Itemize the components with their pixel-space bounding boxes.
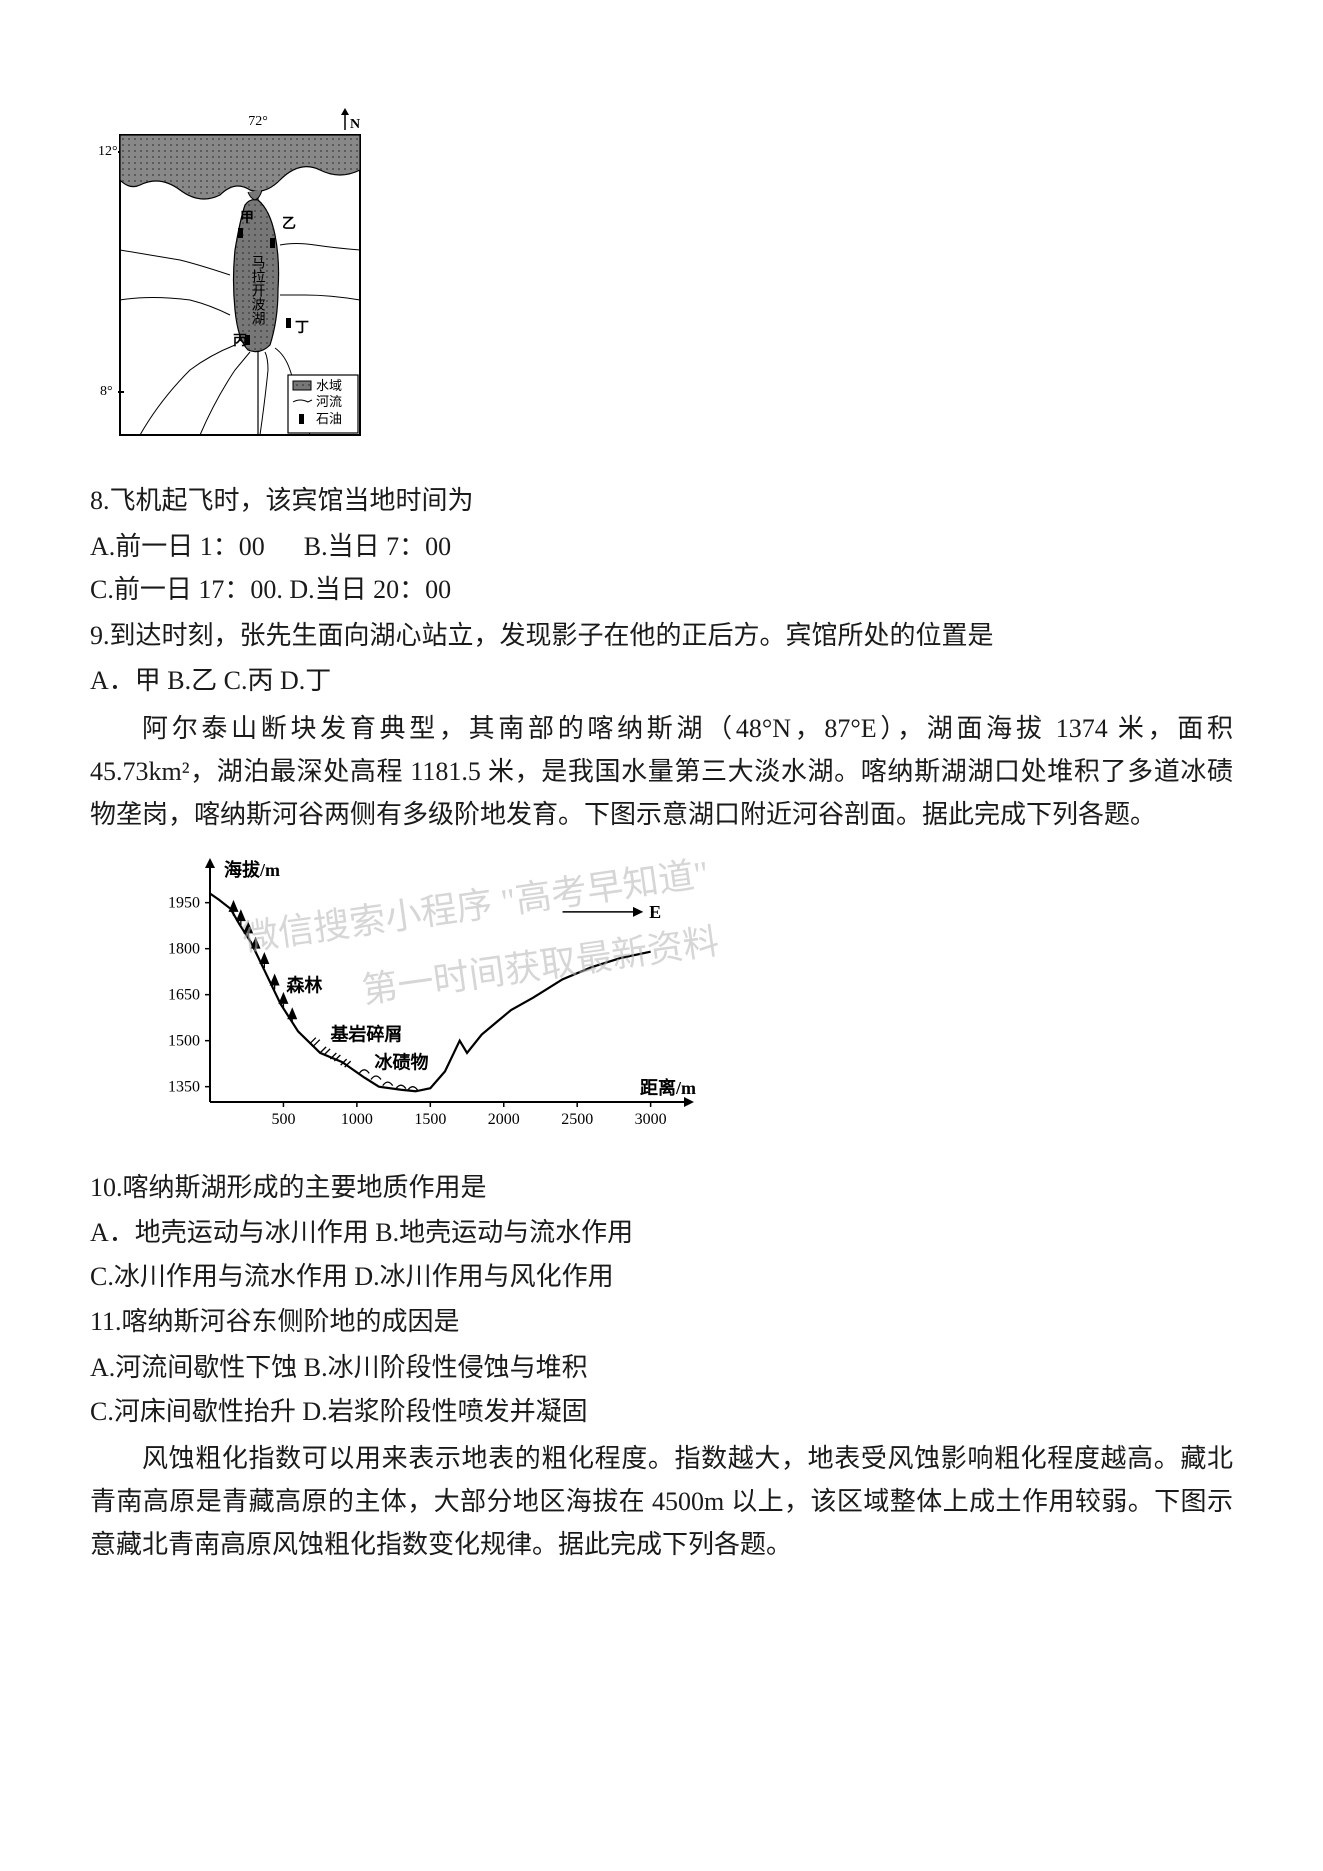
lat-top-label: 12° <box>98 144 118 159</box>
svg-text:1650: 1650 <box>168 986 200 1003</box>
passage1: 阿尔泰山断块发育典型，其南部的喀纳斯湖（48°N，87°E），湖面海拔 1374… <box>90 708 1233 837</box>
svg-text:500: 500 <box>271 1111 295 1128</box>
svg-text:海拔/m: 海拔/m <box>224 859 280 880</box>
q9-stem: 9.到达时刻，张先生面向湖心站立，发现影子在他的正后方。宾馆所处的位置是 <box>90 615 1233 657</box>
svg-text:1500: 1500 <box>168 1032 200 1049</box>
q8-optA: A.前一日 1：00 <box>90 532 265 561</box>
q8-optD: D.当日 20：00 <box>289 575 451 604</box>
legend-oil: 石油 <box>316 411 342 426</box>
passage2: 风蚀粗化指数可以用来表示地表的粗化程度。指数越大，地表受风蚀影响粗化程度越高。藏… <box>90 1438 1233 1567</box>
map-svg: 72° N 12° 8° <box>90 100 400 460</box>
svg-text:1500: 1500 <box>414 1111 446 1128</box>
svg-text:2500: 2500 <box>561 1111 593 1128</box>
q8-opts-line2: C.前一日 17：00. D.当日 20：00 <box>90 569 1233 611</box>
loc-yi: 乙 <box>282 216 296 232</box>
loc-jia: 甲 <box>240 210 254 226</box>
q11-line2: C.河床间歇性抬升 D.岩浆阶段性喷发并凝固 <box>90 1391 1233 1433</box>
svg-text:距离/m: 距离/m <box>640 1077 696 1098</box>
svg-text:1950: 1950 <box>168 894 200 911</box>
q11-line1: A.河流间歇性下蚀 B.冰川阶段性侵蚀与堆积 <box>90 1347 1233 1389</box>
svg-text:冰碛物: 冰碛物 <box>375 1051 429 1072</box>
svg-text:1000: 1000 <box>341 1111 373 1128</box>
q10-line1: A．地壳运动与冰川作用 B.地壳运动与流水作用 <box>90 1212 1233 1254</box>
svg-text:1350: 1350 <box>168 1078 200 1095</box>
q9-opts: A．甲 B.乙 C.丙 D.丁 <box>90 660 1233 702</box>
loc-bing: 丙 <box>233 333 247 349</box>
svg-text:E: E <box>649 902 661 922</box>
q8-optB: B.当日 7：00 <box>304 532 451 561</box>
lat-bottom-label: 8° <box>100 384 113 399</box>
chart-svg: 海拔/m 距离/m 1350 1500 1650 1800 1950 500 1000 1500 2… <box>140 852 700 1152</box>
q8-optC: C.前一日 17：00. <box>90 575 289 604</box>
svg-text:2000: 2000 <box>488 1111 520 1128</box>
q10-line2: C.冰川作用与流水作用 D.冰川作用与风化作用 <box>90 1256 1233 1298</box>
profile-chart: 海拔/m 距离/m 1350 1500 1650 1800 1950 500 1000 1500 2… <box>140 852 700 1152</box>
map-figure: 72° N 12° 8° <box>90 100 400 460</box>
longitude-label: 72° <box>248 114 268 129</box>
legend-water: 水域 <box>316 378 342 393</box>
lake-name: 马拉开波湖 <box>250 255 266 326</box>
svg-text:1800: 1800 <box>168 940 200 957</box>
q11-stem: 11.喀纳斯河谷东侧阶地的成因是 <box>90 1301 1233 1343</box>
svg-text:森林: 森林 <box>286 974 322 995</box>
legend-river: 河流 <box>316 394 342 409</box>
q10-stem: 10.喀纳斯湖形成的主要地质作用是 <box>90 1167 1233 1209</box>
q8-opts-line1: A.前一日 1：00 B.当日 7：00 <box>90 526 1233 568</box>
svg-text:基岩碎屑: 基岩碎屑 <box>329 1023 402 1044</box>
north-label: N <box>350 117 360 132</box>
loc-ding: 丁 <box>295 321 309 336</box>
svg-text:3000: 3000 <box>635 1111 667 1128</box>
q8-stem: 8.飞机起飞时，该宾馆当地时间为 <box>90 480 1233 522</box>
